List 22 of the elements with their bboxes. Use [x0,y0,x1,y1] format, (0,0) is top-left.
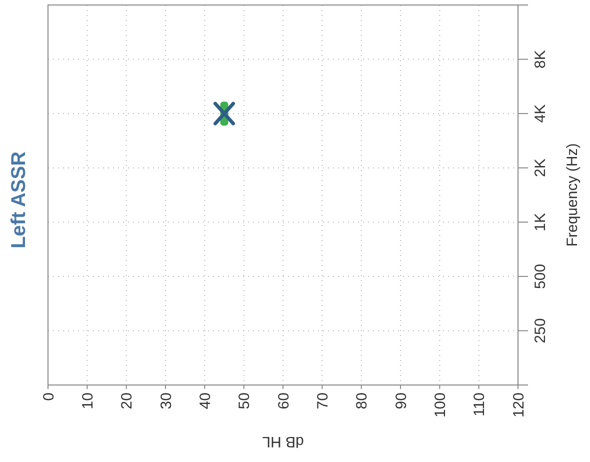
x-tick-label: 70 [314,392,332,410]
y-tick-label: 8K [532,50,549,68]
x-tick-label: 30 [158,392,175,410]
y-tick-label: 250 [532,318,549,344]
y-tick-label: 2K [532,158,549,178]
x-tick-label: 40 [196,392,214,410]
y-tick-label: 500 [532,264,549,289]
x-tick-label: 90 [392,392,410,410]
text: Left ASSR [8,150,30,249]
x-tick-label: 10 [79,392,96,410]
y-axis-title: Frequency (Hz) [564,143,581,247]
x-tick-label: 0 [40,392,58,401]
x-axis-title: dB HL [262,433,304,450]
x-tick-label: 60 [275,392,292,410]
x-tick-label: 20 [118,392,136,410]
x-tick-label: 50 [236,392,254,410]
x-tick-label: 110 [471,392,488,416]
x-tick-label: 80 [354,392,371,410]
y-tick-label: 1K [532,212,549,232]
y-tick-label: 4K [532,104,549,123]
x-tick-label: 120 [510,392,528,418]
x-tick-label: 100 [432,392,449,418]
